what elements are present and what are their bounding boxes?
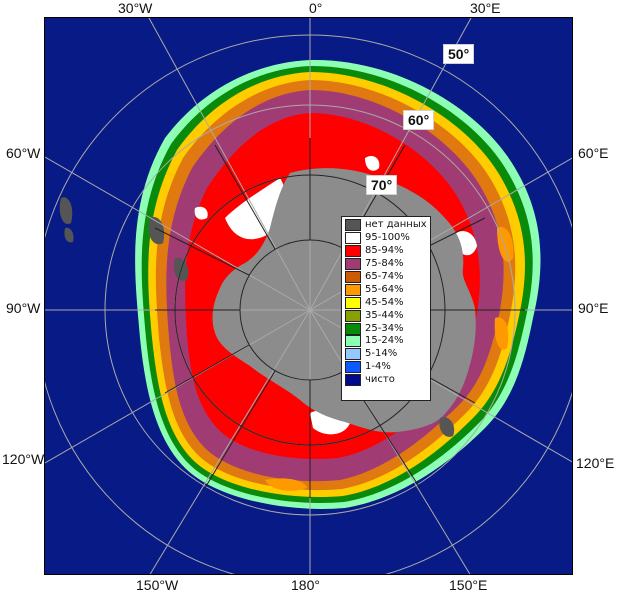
legend-item: 65-74% <box>345 271 427 284</box>
legend-swatch <box>345 232 361 245</box>
legend-label: 25-34% <box>365 322 404 334</box>
lon-label-90e: 90°E <box>578 300 609 316</box>
legend-swatch <box>345 283 361 296</box>
lon-label-30w: 30°W <box>118 0 153 16</box>
legend-item: 95-100% <box>345 232 427 245</box>
meridian-lines <box>45 18 572 574</box>
lon-label-150e: 150°E <box>449 577 488 593</box>
legend-swatch <box>345 258 361 271</box>
legend-item: 15-24% <box>345 335 427 348</box>
legend-label: 45-54% <box>365 296 404 308</box>
legend-swatch <box>345 271 361 283</box>
lon-label-120e: 120°E <box>576 455 615 471</box>
lon-label-90w: 90°W <box>6 300 41 316</box>
legend-label: 95-100% <box>365 232 410 244</box>
legend-swatch <box>345 296 361 309</box>
legend-item: 25-34% <box>345 322 427 335</box>
lon-label-0: 0° <box>309 0 323 16</box>
legend-label: 55-64% <box>365 283 404 295</box>
legend-swatch <box>345 322 361 335</box>
lat-label-60: 60° <box>403 110 435 130</box>
legend-item: 1-4% <box>345 361 427 374</box>
sea-ice-map <box>44 17 573 575</box>
legend-swatch <box>345 245 361 258</box>
lon-label-60e: 60°E <box>578 145 609 161</box>
legend-label: 65-74% <box>365 271 404 282</box>
legend-label: 1-4% <box>365 361 391 373</box>
legend-swatch <box>345 374 361 387</box>
legend-item: 85-94% <box>345 245 427 258</box>
lon-label-60w: 60°W <box>6 145 41 161</box>
legend-label: чисто <box>365 374 395 386</box>
legend-item: 45-54% <box>345 296 427 309</box>
polar-map-svg <box>45 18 572 574</box>
legend-swatch <box>345 361 361 374</box>
legend-swatch <box>345 348 361 361</box>
legend-swatch <box>345 219 361 232</box>
legend-item: чисто <box>345 374 427 387</box>
lon-label-120w: 120°W <box>2 451 45 467</box>
legend-item: нет данных <box>345 219 427 232</box>
lat-label-70: 70° <box>366 175 398 195</box>
legend-item: 35-44% <box>345 309 427 322</box>
legend: нет данных 95-100% 85-94% 75-84% 65-74% 55-64… <box>341 216 431 401</box>
legend-label: 75-84% <box>365 258 404 270</box>
legend-swatch <box>345 309 361 322</box>
lon-label-150w: 150°W <box>136 577 179 593</box>
legend-item: 5-14% <box>345 348 427 361</box>
legend-swatch <box>345 335 361 348</box>
lon-label-180: 180° <box>291 577 320 593</box>
legend-label: нет данных <box>365 219 427 231</box>
legend-label: 35-44% <box>365 309 404 321</box>
lon-label-30e: 30°E <box>470 0 501 16</box>
legend-label: 5-14% <box>365 348 398 360</box>
legend-item: 75-84% <box>345 258 427 271</box>
legend-item: 55-64% <box>345 283 427 296</box>
legend-label: 85-94% <box>365 245 404 257</box>
lat-label-50: 50° <box>443 44 475 64</box>
legend-label: 15-24% <box>365 335 404 347</box>
